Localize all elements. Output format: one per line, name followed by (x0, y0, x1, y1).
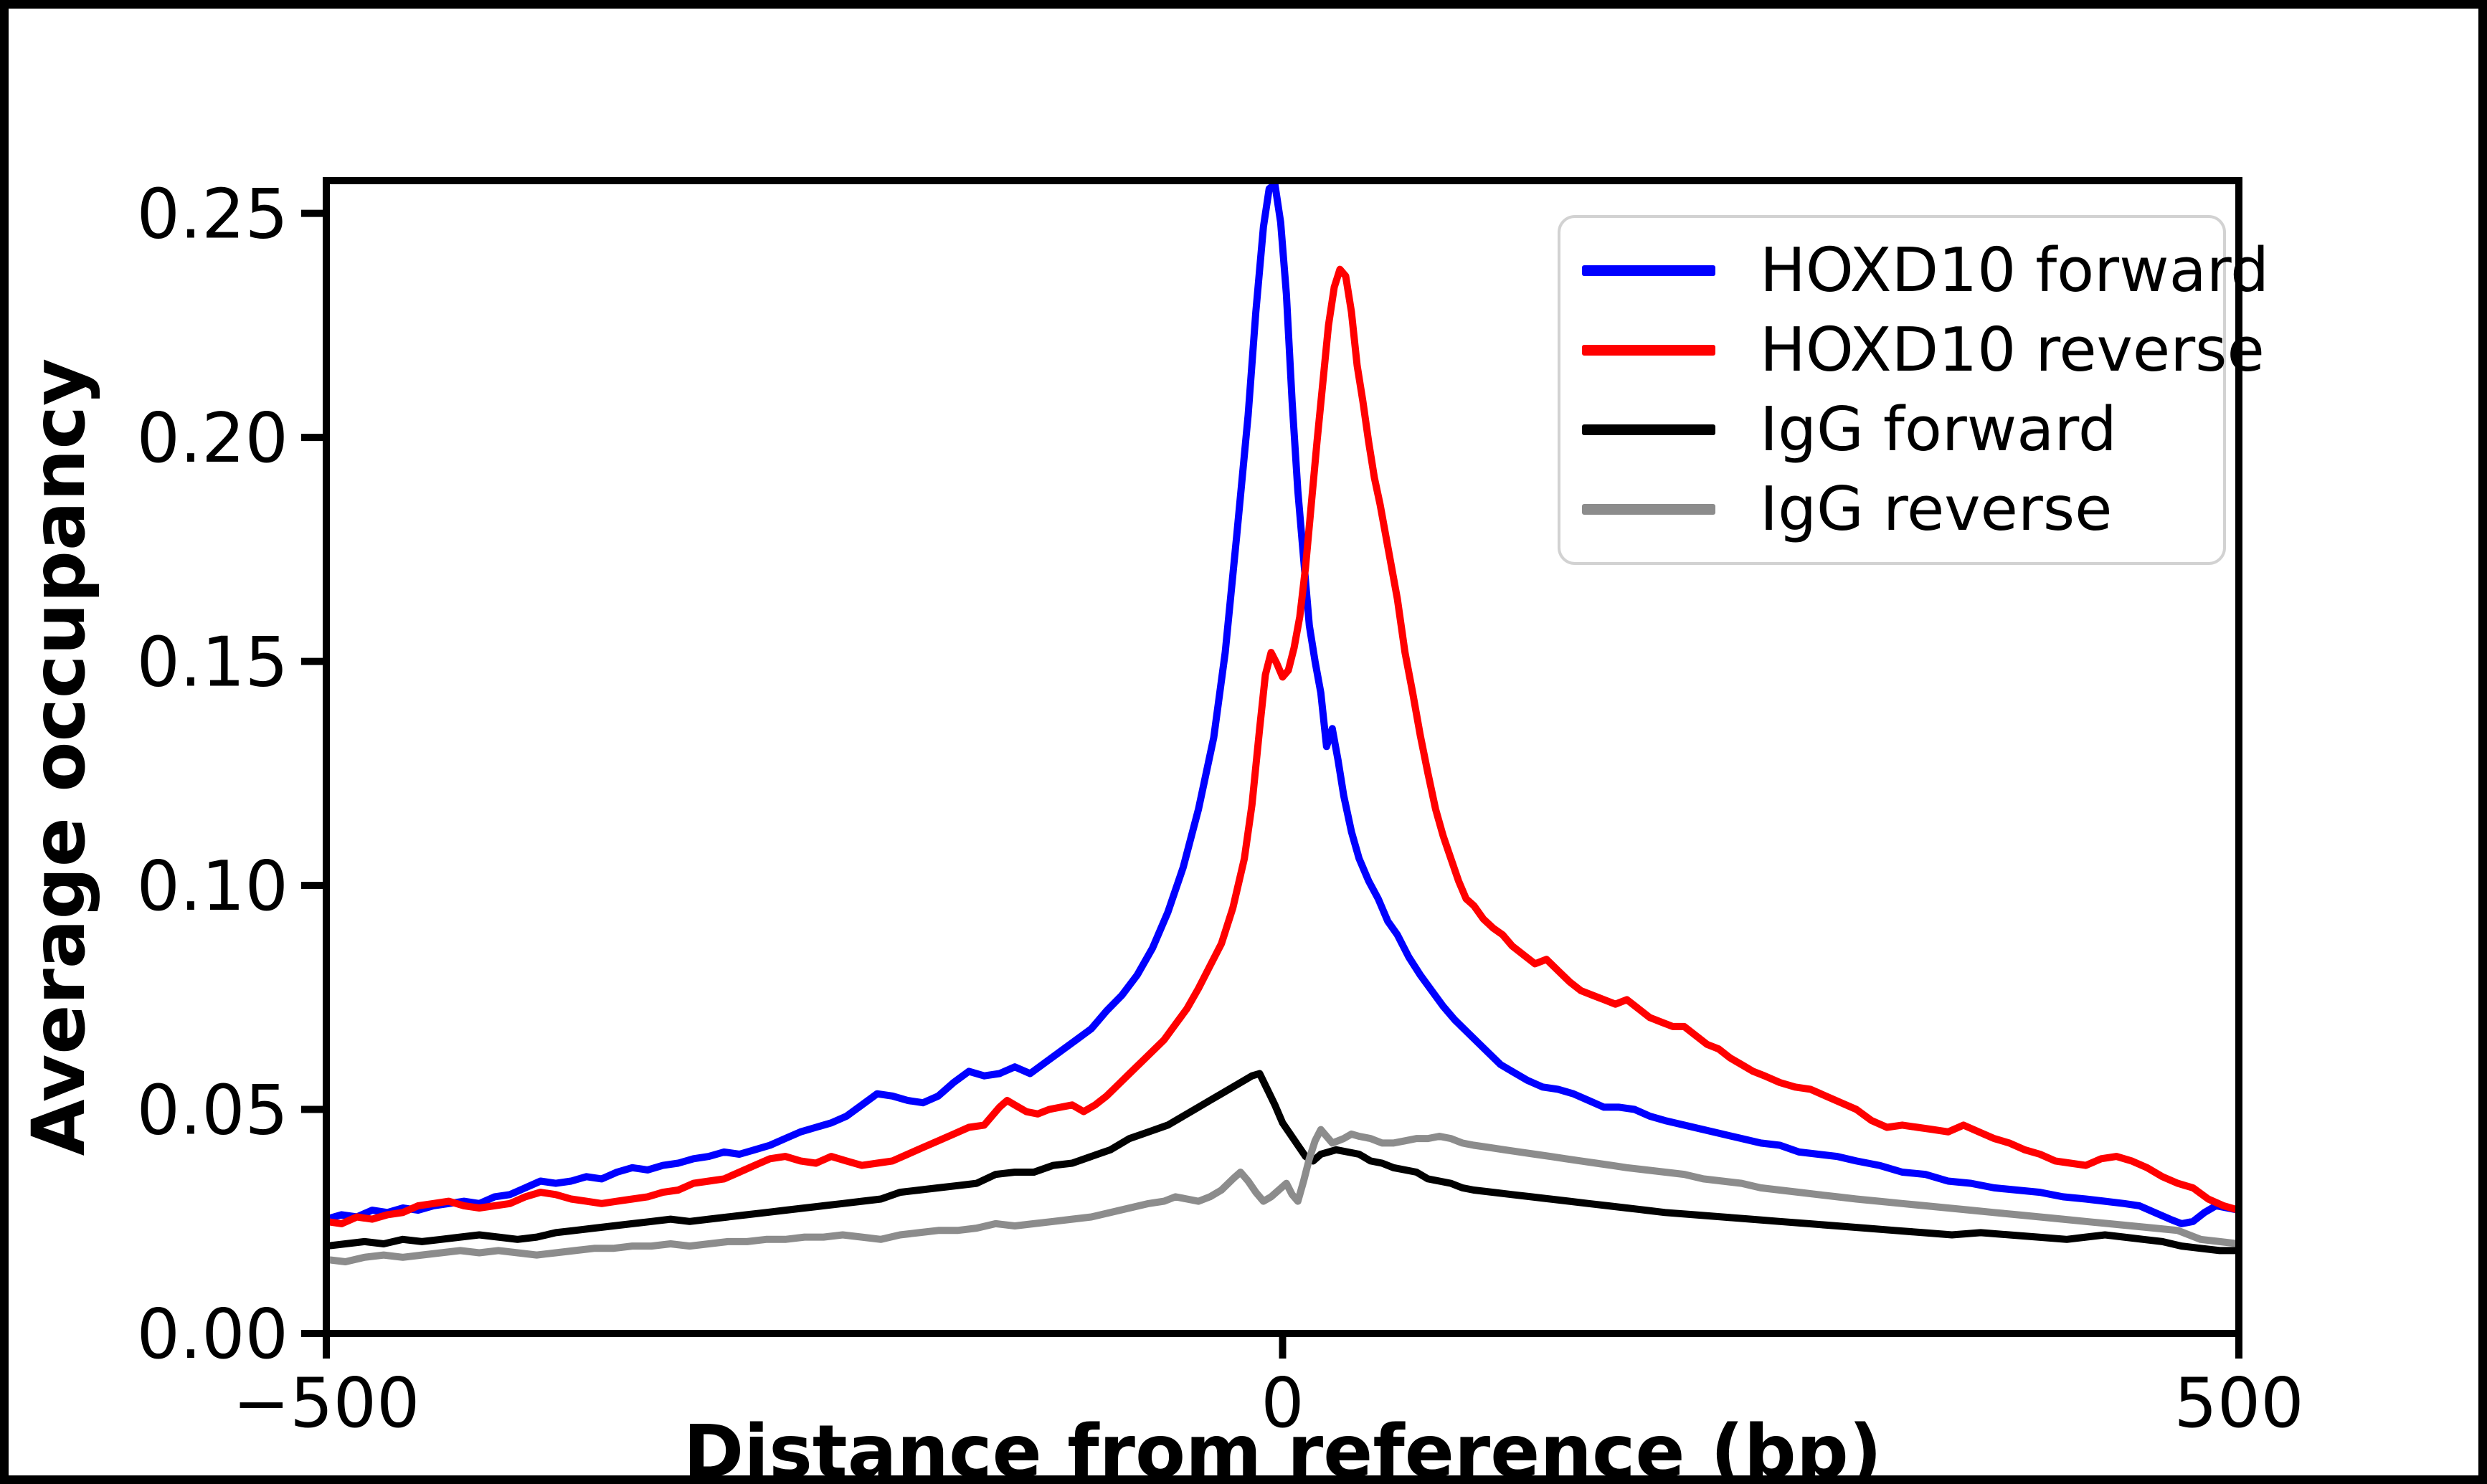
legend-line-sample (1582, 424, 1715, 435)
legend-item: IgG forward (1582, 390, 2202, 470)
legend-item: HOXD10 forward (1582, 231, 2269, 310)
y-tick-label: 0.25 (136, 176, 288, 255)
axes-spines (323, 177, 2242, 1337)
chart-canvas: 0.00 0.05 0.10 0.15 0.20 0.25 −500 0 500 Distance… (16, 176, 2304, 1484)
x-tick-label: −500 (233, 1364, 420, 1443)
y-axis-title: Average occupancy (16, 358, 102, 1156)
series-line-igg-reverse (326, 1126, 2239, 1265)
series-line-hoxd10-reverse (326, 265, 2239, 1227)
y-tick-label: 0.05 (136, 1072, 288, 1151)
legend-item: IgG reverse (1582, 470, 2202, 549)
legend-label: IgG reverse (1760, 474, 2113, 545)
legend-line-sample (1582, 345, 1715, 356)
y-tick-label: 0.00 (136, 1295, 288, 1374)
series-line-igg-forward (326, 1070, 2239, 1255)
y-tick-label: 0.20 (136, 399, 288, 478)
y-tick-label: 0.15 (136, 624, 288, 703)
x-tick-label: 500 (2174, 1364, 2303, 1443)
legend-line-sample (1582, 504, 1715, 515)
series-line-hoxd10-forward (326, 181, 2239, 1227)
legend-label: IgG forward (1760, 394, 2117, 465)
legend-line-sample (1582, 265, 1715, 276)
x-axis-title: Distance from reference (bp) (683, 1409, 1882, 1484)
legend-label: HOXD10 reverse (1760, 315, 2265, 386)
x-tick-label: 0 (1261, 1364, 1304, 1443)
legend: HOXD10 forward HOXD10 reverse IgG forwar… (1558, 215, 2269, 565)
y-tick-label: 0.10 (136, 847, 288, 926)
legend-item: HOXD10 reverse (1582, 310, 2265, 390)
legend-label: HOXD10 forward (1760, 235, 2270, 306)
